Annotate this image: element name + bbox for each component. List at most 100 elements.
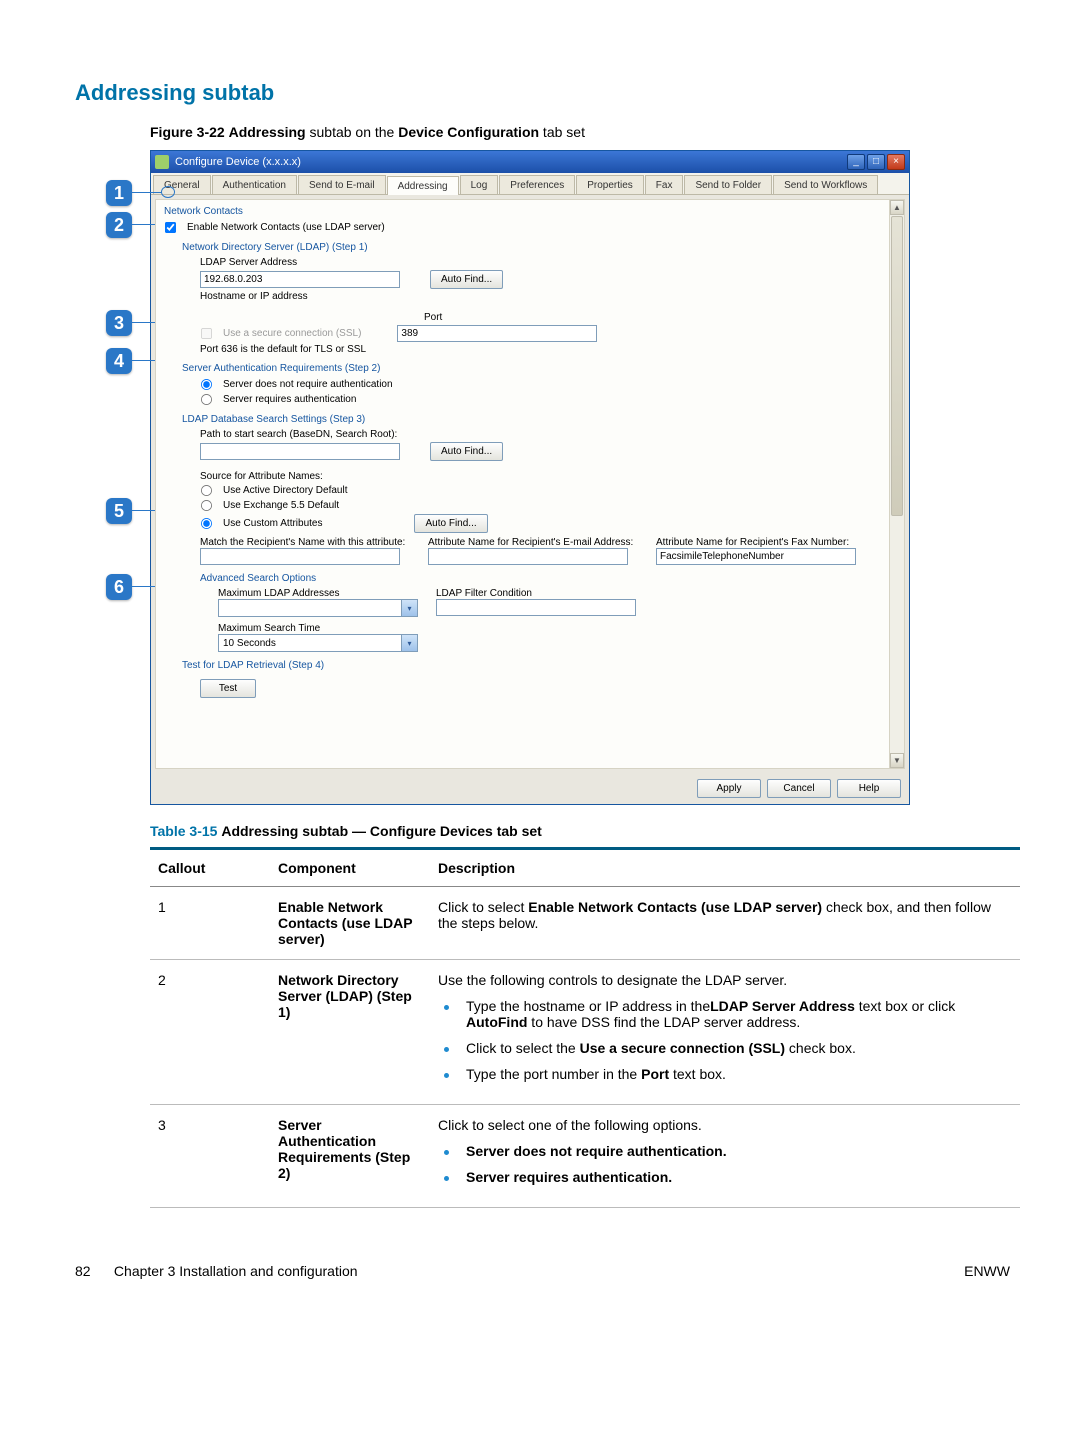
auto-find-button-2[interactable]: Auto Find... <box>430 442 503 461</box>
figure-label: Figure 3-22 <box>150 124 225 140</box>
port-hint: Port 636 is the default for TLS or SSL <box>200 344 896 355</box>
cell-callout: 3 <box>150 1105 270 1208</box>
match-attr-input[interactable] <box>200 548 400 565</box>
filter-label: LDAP Filter Condition <box>436 588 636 599</box>
table-label: Table 3-15 <box>150 823 217 839</box>
page-number: 82 <box>75 1263 91 1279</box>
step3-group: LDAP Database Search Settings (Step 3) P… <box>182 414 896 652</box>
req-auth-label: Server requires authentication <box>223 394 356 405</box>
email-attr-input[interactable] <box>428 548 628 565</box>
enable-network-contacts-checkbox[interactable] <box>165 222 176 233</box>
figure-bold2: Device Configuration <box>398 124 539 140</box>
path-label: Path to start search (BaseDN, Search Roo… <box>200 429 896 440</box>
tab-properties[interactable]: Properties <box>576 175 644 194</box>
scrollbar[interactable]: ▲ ▼ <box>889 200 904 768</box>
titlebar: Configure Device (x.x.x.x) _ □ × <box>151 151 909 173</box>
auto-find-button-1[interactable]: Auto Find... <box>430 270 503 289</box>
src-ex-label: Use Exchange 5.5 Default <box>223 500 339 511</box>
use-ssl-label: Use a secure connection (SSL) <box>223 328 361 339</box>
help-button[interactable]: Help <box>837 779 901 798</box>
no-auth-radio[interactable] <box>201 379 212 390</box>
basedn-input[interactable] <box>200 443 400 460</box>
cell-component: Enable Network Contacts (use LDAP server… <box>270 887 430 960</box>
scroll-thumb[interactable] <box>891 216 903 516</box>
no-auth-label: Server does not require authentication <box>223 379 393 390</box>
minimize-button[interactable]: _ <box>847 154 865 170</box>
bottom-bar: Apply Cancel Help <box>151 773 909 804</box>
src-ad-radio[interactable] <box>201 485 212 496</box>
auto-find-button-3[interactable]: Auto Find... <box>414 514 487 533</box>
list-item: Type the hostname or IP address in theLD… <box>438 998 1012 1030</box>
cell-callout: 1 <box>150 887 270 960</box>
figure-mid: subtab on the <box>306 124 399 140</box>
screenshot-wrapper: 123456 Configure Device (x.x.x.x) _ □ × … <box>150 150 910 805</box>
enable-network-contacts-label: Enable Network Contacts (use LDAP server… <box>187 222 385 233</box>
addressing-table: Callout Component Description 1Enable Ne… <box>150 847 1020 1208</box>
req-auth-radio[interactable] <box>201 394 212 405</box>
max-time-select[interactable]: 10 Seconds ▾ <box>218 634 418 652</box>
test-button[interactable]: Test <box>200 679 256 698</box>
table-body: 1Enable Network Contacts (use LDAP serve… <box>150 887 1020 1208</box>
section-heading: Addressing subtab <box>75 80 1010 106</box>
step2-group: Server Authentication Requirements (Step… <box>182 363 896 406</box>
config-device-window: Configure Device (x.x.x.x) _ □ × General… <box>150 150 910 805</box>
chevron-down-icon: ▾ <box>401 635 417 651</box>
src-custom-radio[interactable] <box>201 518 212 529</box>
step2-title: Server Authentication Requirements (Step… <box>182 363 896 374</box>
th-component: Component <box>270 849 430 887</box>
max-addr-label: Maximum LDAP Addresses <box>218 588 418 599</box>
tab-log[interactable]: Log <box>460 175 499 194</box>
callout-badge-5: 5 <box>106 498 132 524</box>
table-caption: Table 3-15 Addressing subtab — Configure… <box>150 823 1010 839</box>
tabstrip: GeneralAuthenticationSend to E-mailAddre… <box>151 173 909 195</box>
addressing-panel: ▲ ▼ Network Contacts Enable Network Cont… <box>155 199 905 769</box>
source-label: Source for Attribute Names: <box>200 471 896 482</box>
cancel-button[interactable]: Cancel <box>767 779 831 798</box>
apply-button[interactable]: Apply <box>697 779 761 798</box>
tab-fax[interactable]: Fax <box>645 175 684 194</box>
list-item: Server does not require authentication. <box>438 1143 1012 1159</box>
tab-send-to-e-mail[interactable]: Send to E-mail <box>298 175 386 194</box>
tab-send-to-workflows[interactable]: Send to Workflows <box>773 175 878 194</box>
hostname-hint: Hostname or IP address <box>200 291 896 302</box>
use-ssl-checkbox[interactable] <box>201 328 212 339</box>
close-button[interactable]: × <box>887 154 905 170</box>
tab-preferences[interactable]: Preferences <box>499 175 575 194</box>
th-description: Description <box>430 849 1020 887</box>
scroll-down-icon[interactable]: ▼ <box>890 753 904 768</box>
match-attr-label: Match the Recipient's Name with this att… <box>200 537 410 548</box>
adv-search-title: Advanced Search Options <box>200 573 896 584</box>
th-callout: Callout <box>150 849 270 887</box>
footer-right: ENWW <box>964 1263 1010 1279</box>
max-time-value: 10 Seconds <box>223 638 276 649</box>
max-addr-select[interactable]: ▾ <box>218 599 418 617</box>
ldap-server-address-label: LDAP Server Address <box>200 257 896 268</box>
src-custom-label: Use Custom Attributes <box>223 518 322 529</box>
table-header-row: Callout Component Description <box>150 849 1020 887</box>
tab-authentication[interactable]: Authentication <box>212 175 297 194</box>
step1-title: Network Directory Server (LDAP) (Step 1) <box>182 242 896 253</box>
list-item: Server requires authentication. <box>438 1169 1012 1185</box>
src-ex-radio[interactable] <box>201 500 212 511</box>
network-contacts-group: Network Contacts Enable Network Contacts… <box>164 206 896 234</box>
filter-input[interactable] <box>436 599 636 616</box>
figure-caption: Figure 3-22 Addressing subtab on the Dev… <box>150 124 1010 140</box>
chapter-title: Chapter 3 Installation and configuration <box>114 1263 358 1279</box>
tab-addressing[interactable]: Addressing <box>387 176 459 195</box>
port-label: Port <box>424 312 442 323</box>
list-item: Type the port number in the Port text bo… <box>438 1066 1012 1082</box>
maximize-button[interactable]: □ <box>867 154 885 170</box>
callout-badge-3: 3 <box>106 310 132 336</box>
fax-attr-input[interactable]: FacsimileTelephoneNumber <box>656 548 856 565</box>
callout-badge-2: 2 <box>106 212 132 238</box>
step1-group: Network Directory Server (LDAP) (Step 1)… <box>182 242 896 355</box>
cell-component: Server Authentication Requirements (Step… <box>270 1105 430 1208</box>
max-time-label: Maximum Search Time <box>218 623 896 634</box>
table-row: 1Enable Network Contacts (use LDAP serve… <box>150 887 1020 960</box>
footer-left: 82 Chapter 3 Installation and configurat… <box>75 1263 358 1279</box>
src-ad-label: Use Active Directory Default <box>223 485 348 496</box>
port-input[interactable]: 389 <box>397 325 597 342</box>
scroll-up-icon[interactable]: ▲ <box>890 200 904 215</box>
ldap-server-address-input[interactable]: 192.68.0.203 <box>200 271 400 288</box>
tab-send-to-folder[interactable]: Send to Folder <box>684 175 772 194</box>
